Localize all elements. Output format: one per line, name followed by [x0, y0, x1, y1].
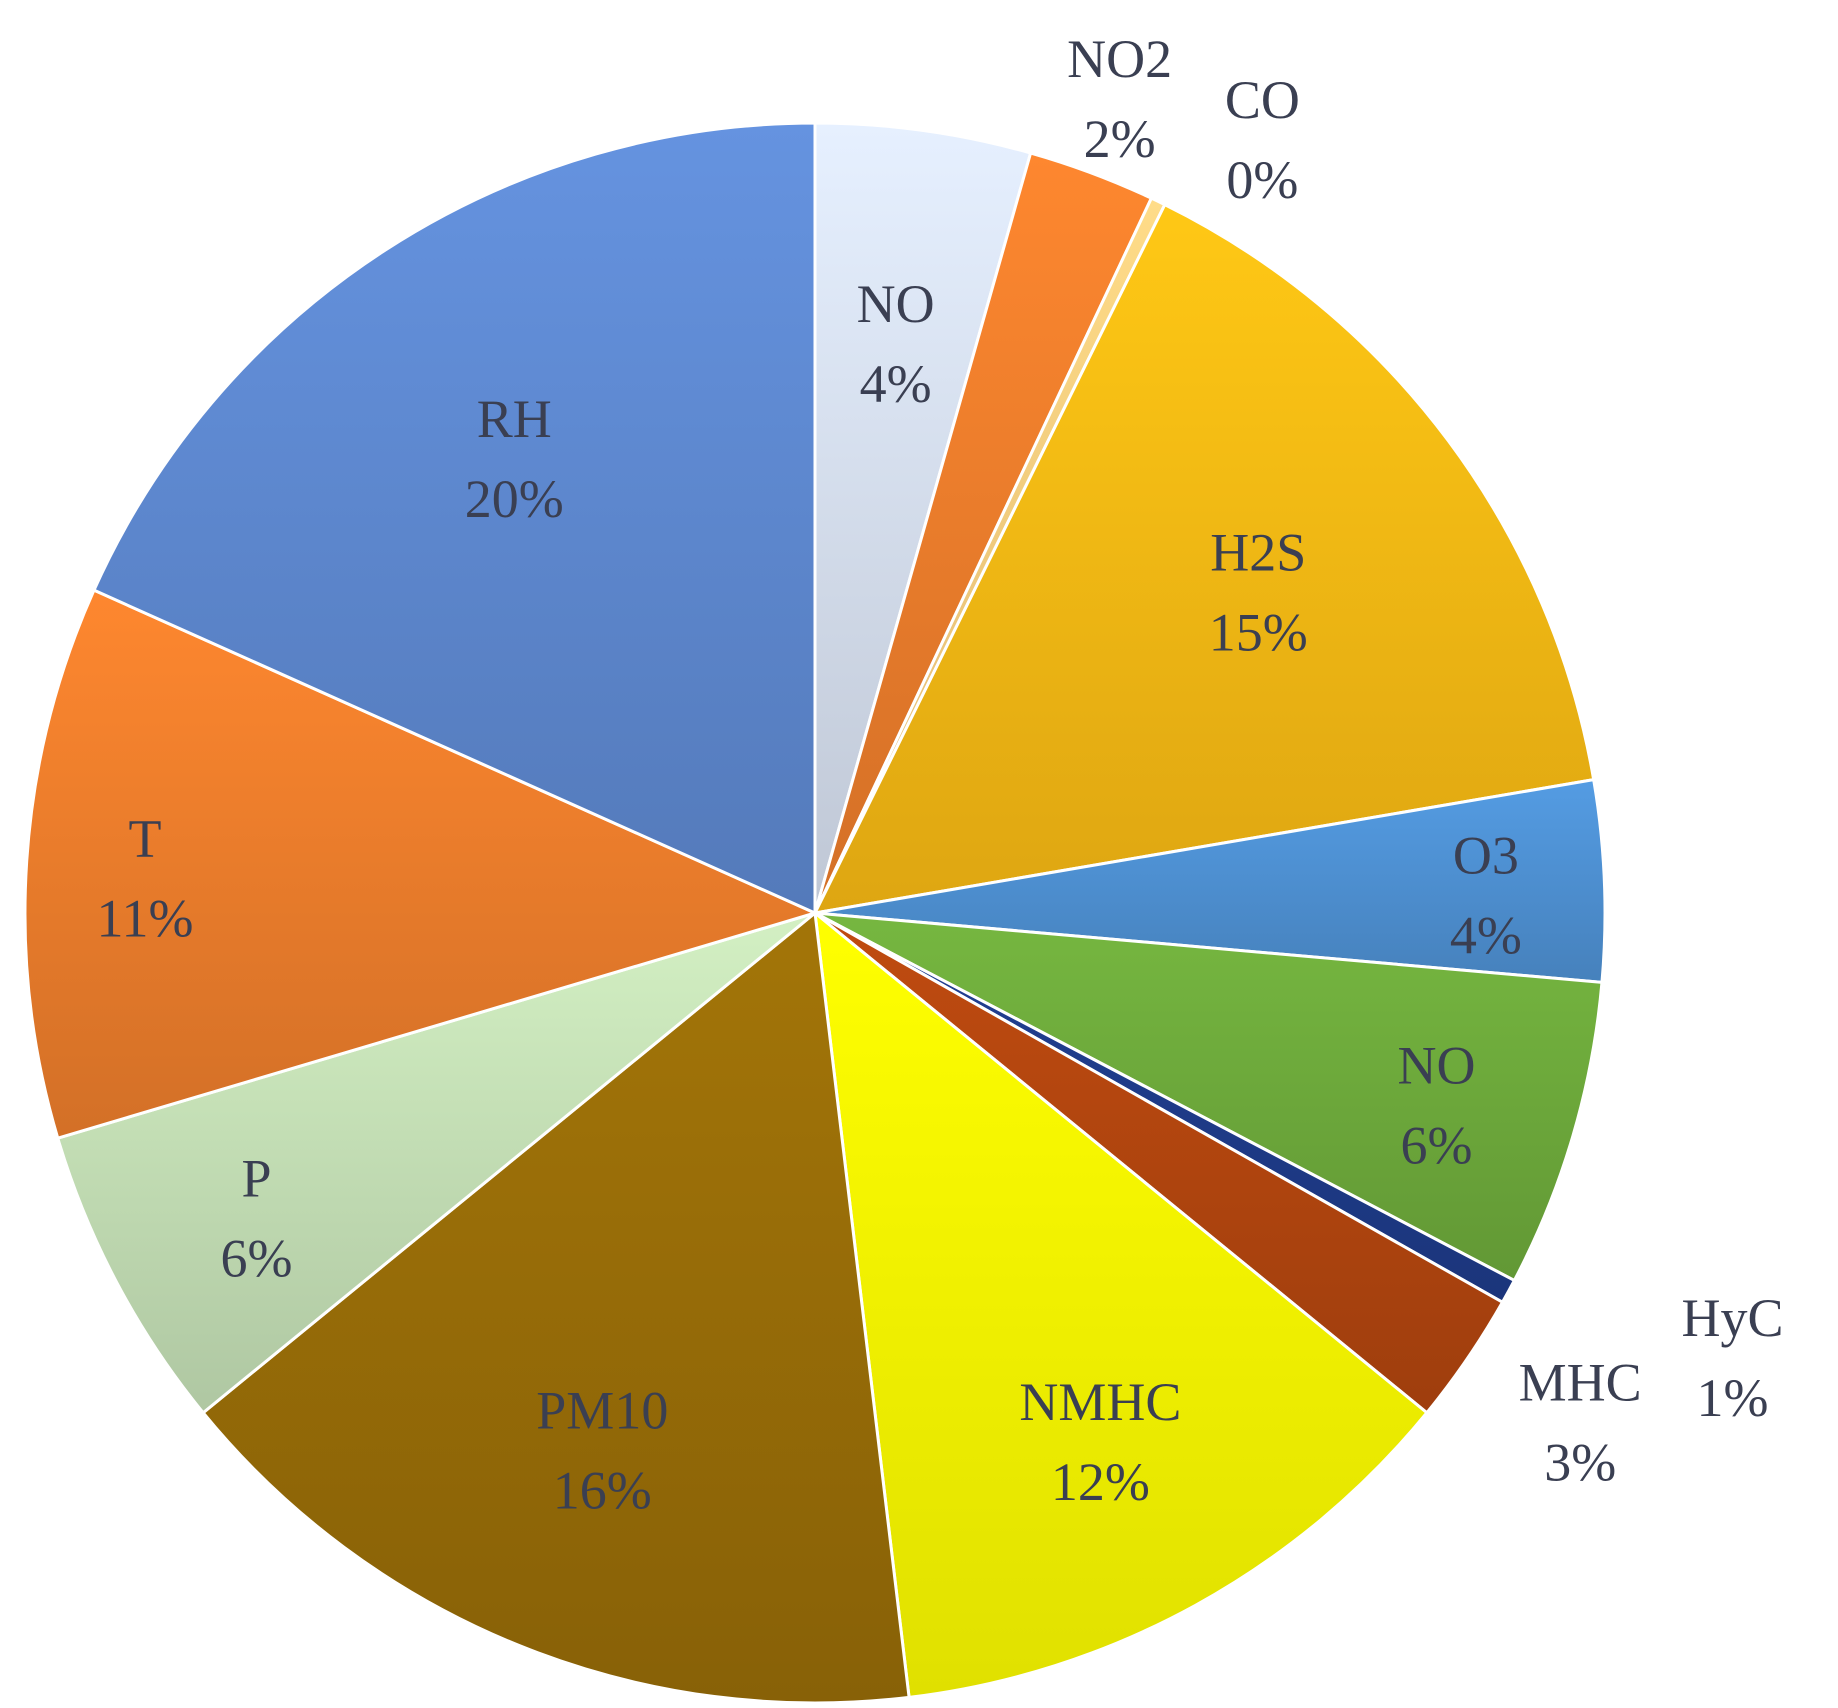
slice-label-no-0: NO 4% — [857, 274, 935, 414]
slice-percent: 6% — [221, 1229, 293, 1289]
slice-percent: 4% — [860, 354, 932, 414]
slice-percent: 11% — [97, 889, 194, 949]
slice-label-no-5: NO 6% — [1398, 1036, 1476, 1176]
slice-percent: 1% — [1697, 1368, 1769, 1428]
pie-slice-h2s-3 — [812, 202, 1596, 915]
slice-percent: 0% — [1226, 150, 1298, 210]
slice-name: O3 — [1453, 826, 1519, 886]
slice-name: NO — [857, 274, 935, 334]
slice-percent: 6% — [1401, 1116, 1473, 1176]
slice-label-mhc-7: MHC 3% — [1519, 1353, 1642, 1493]
pie-slice-nmhc-8 — [813, 909, 1429, 1700]
slice-label-pm10-9: PM10 16% — [536, 1381, 668, 1521]
slice-label-co-2: CO 0% — [1225, 70, 1300, 210]
slice-name: NMHC — [1019, 1372, 1181, 1432]
pie-slice-rh-12 — [91, 121, 817, 916]
slice-name: HyC — [1681, 1288, 1783, 1348]
slice-label-t-11: T 11% — [97, 809, 194, 949]
slice-name: MHC — [1519, 1353, 1642, 1413]
slice-percent: 20% — [465, 469, 564, 529]
slice-label-h2s-3: H2S 15% — [1209, 522, 1308, 662]
slice-name: NO — [1398, 1036, 1476, 1096]
slice-name: H2S — [1210, 522, 1306, 582]
slice-percent: 12% — [1051, 1452, 1150, 1512]
pie-slices — [23, 121, 1607, 1705]
slice-label-no2-1: NO2 2% — [1067, 29, 1172, 169]
pie-slice-t-11 — [23, 588, 820, 1141]
slice-name: PM10 — [536, 1381, 668, 1441]
slice-percent: 4% — [1450, 906, 1522, 966]
slice-label-hyc-6: HyC 1% — [1681, 1288, 1783, 1428]
slice-name: RH — [477, 389, 552, 449]
slice-label-nmhc-8: NMHC 12% — [1019, 1372, 1181, 1512]
slice-label-p-10: P 6% — [221, 1149, 293, 1289]
slice-label-o3-4: O3 4% — [1450, 826, 1522, 966]
slice-name: T — [129, 809, 162, 869]
slice-label-rh-12: RH 20% — [465, 389, 564, 529]
pie-slice-p-10 — [55, 911, 816, 1415]
slice-percent: 2% — [1084, 109, 1156, 169]
pie-slice-pm10-9 — [201, 910, 911, 1705]
slice-percent: 16% — [553, 1461, 652, 1521]
slice-percent: 3% — [1544, 1433, 1616, 1493]
pie-slice-no-0 — [813, 121, 1033, 914]
slice-name: CO — [1225, 70, 1300, 130]
pie-labels: NO 4%NO2 2%CO 0%H2S 15%O3 4%NO 6%HyC 1%MHC 3%NMH… — [97, 29, 1784, 1520]
pie-slice-o3-4 — [814, 777, 1607, 985]
slice-name: NO2 — [1067, 29, 1172, 89]
pie-slice-no-5 — [814, 911, 1604, 1283]
slice-name: P — [241, 1149, 271, 1209]
slice-percent: 15% — [1209, 602, 1308, 662]
